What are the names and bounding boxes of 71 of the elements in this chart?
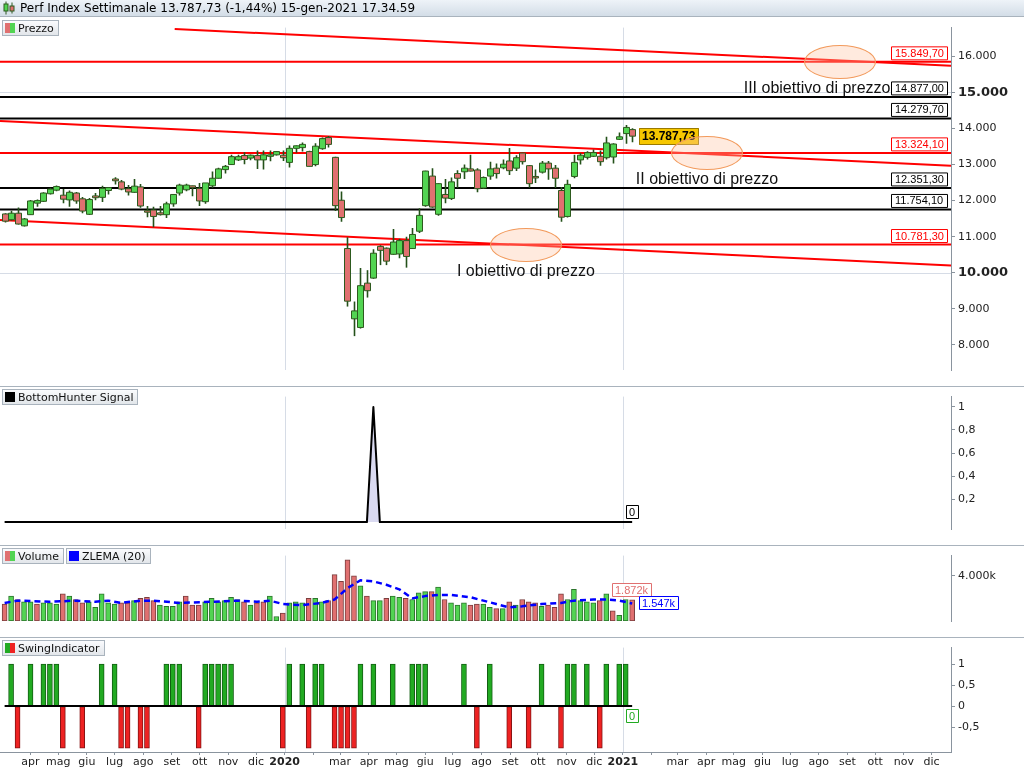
x-tick-label: ago [471,755,492,768]
x-tick-label: set [501,755,520,768]
data-label: 1.547k [642,596,676,609]
x-tick-label: giu [753,755,771,768]
legend-label: Volume [18,549,59,563]
x-tick-label: giu [78,755,96,768]
x-tick-label: ott [191,755,208,768]
ref-line-label: 15.849,70 [895,46,944,59]
text: 13.787,73 [642,129,696,144]
y-tick-label: 11.000 [958,229,997,243]
y-tick-label: 0,8 [958,422,976,436]
x-tick-label: set [839,755,857,768]
x-tick-label: mag [46,755,71,768]
legend-label: BottomHunter Signal [18,390,134,404]
x-tick-label: ott [530,755,547,768]
y-tick-label: 14.000 [958,121,997,135]
x-tick-label: mag [721,755,747,768]
ref-line-label: 12.351,30 [895,172,944,185]
x-tick-label: ott [867,755,884,768]
x-tick-label: dic [923,755,940,768]
x-tick-label: set [163,755,181,768]
x-tick-label: ago [808,755,830,768]
data-label: 0 [629,709,636,722]
chart-title: Perf Index Settimanale 13.787,73 (-1,44%) 15-gen-2021 17.34.59 [20,0,416,17]
x-tick-label: nov [218,755,239,768]
x-tick-label: nov [893,755,915,768]
x-tick-label: giu [416,755,434,768]
y-tick-label: 1 [958,656,965,670]
ref-line-label: 14.877,00 [895,81,944,94]
y-tick-label: 0,4 [958,468,976,482]
y-tick-label: 0,2 [958,491,976,505]
x-tick-label: lug [106,755,124,768]
y-tick-label: -0,5 [958,720,980,734]
x-tick-label: ago [133,755,154,768]
ref-line-label: 11.754,10 [895,194,944,207]
y-tick-label: 1 [958,399,965,413]
x-tick-label: lug [781,755,799,768]
x-tick-label: mar [329,755,352,768]
legend-label: Prezzo [18,21,54,35]
y-tick-label: 12.000 [958,193,997,207]
x-tick-label: apr [359,755,379,768]
x-tick-label: 2021 [607,755,639,768]
legend-label: SwingIndicator [18,641,100,655]
x-tick-label: lug [444,755,462,768]
ref-line-label: 10.781,30 [895,229,944,242]
x-tick-label: dic [247,755,265,768]
annotation: I obiettivo di prezzo [456,261,595,279]
y-tick-label: 0 [958,698,965,712]
ref-line-label: 14.279,70 [895,103,944,116]
y-tick-label: 0,5 [958,677,976,691]
annotation: III obiettivo di prezzo [743,79,891,97]
x-tick-label: dic [586,755,603,768]
x-tick-label: nov [556,755,578,768]
x-tick-label: apr [21,755,41,768]
annotation: II obiettivo di prezzo [635,170,779,188]
ref-line-label: 13.324,10 [895,137,944,150]
data-label: 1.872k [615,583,649,596]
x-tick-label: mag [384,755,409,768]
data-label: 0 [629,505,636,518]
legend-label: ZLEMA (20) [81,549,146,563]
y-tick-label: 13.000 [958,157,997,171]
y-tick-label: 9.000 [958,301,990,315]
y-tick-label: 8.000 [958,337,990,351]
y-tick-label: 10.000 [958,264,1009,280]
y-tick-label: 16.000 [958,49,997,63]
x-tick-label: 2020 [269,755,301,768]
y-tick-label: 4.000k [958,568,997,582]
x-tick-label: apr [696,755,716,768]
x-tick-label: mar [666,755,689,768]
y-tick-label: 15.000 [958,83,1009,99]
y-tick-label: 0,6 [958,445,976,459]
